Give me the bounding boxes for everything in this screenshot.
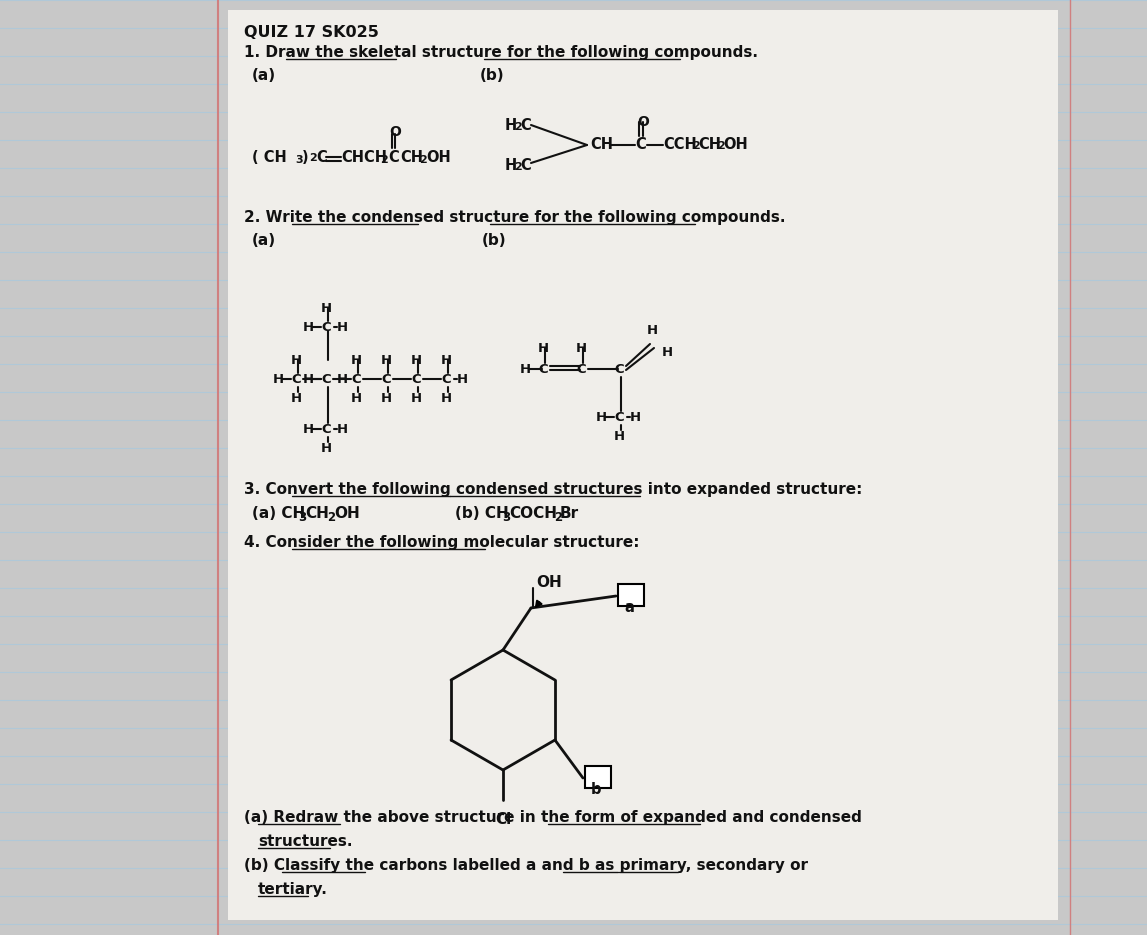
Text: ): ) (302, 150, 309, 165)
Text: H: H (321, 442, 333, 455)
Text: Br: Br (560, 506, 579, 521)
Text: O: O (637, 115, 649, 129)
Text: H: H (303, 423, 314, 436)
Text: tertiary.: tertiary. (258, 882, 328, 897)
Text: H: H (662, 346, 673, 359)
Text: H: H (505, 118, 517, 133)
Text: H: H (337, 423, 349, 436)
Text: 2: 2 (309, 153, 317, 163)
Text: (a): (a) (252, 233, 276, 248)
Text: H: H (303, 321, 314, 334)
Text: (a) CH: (a) CH (252, 506, 305, 521)
Text: COCH: COCH (509, 506, 557, 521)
Text: 3: 3 (502, 511, 510, 524)
Text: (b): (b) (479, 68, 505, 83)
Text: C: C (576, 363, 586, 376)
Text: H: H (505, 158, 517, 173)
Text: C: C (440, 373, 451, 386)
Text: H: H (351, 354, 362, 367)
Text: C: C (520, 158, 531, 173)
Text: H: H (351, 392, 362, 405)
Text: ( CH: ( CH (252, 150, 287, 165)
Text: C: C (388, 150, 399, 165)
Text: C: C (317, 150, 327, 165)
Text: 3: 3 (295, 155, 303, 165)
Text: H: H (440, 392, 452, 405)
Text: H: H (440, 354, 452, 367)
Text: 2: 2 (380, 155, 388, 165)
Text: CH: CH (699, 137, 721, 152)
Text: C: C (520, 118, 531, 133)
Text: C: C (614, 363, 624, 376)
Text: C: C (538, 363, 547, 376)
Text: H: H (303, 373, 314, 386)
Text: 2: 2 (717, 141, 725, 151)
Text: H: H (273, 373, 284, 386)
Text: CHCH: CHCH (341, 150, 387, 165)
Text: C: C (351, 373, 360, 386)
Text: 3: 3 (298, 511, 306, 524)
Text: H: H (647, 324, 658, 337)
Text: H: H (457, 373, 468, 386)
Text: a: a (624, 600, 634, 615)
Text: C: C (291, 373, 301, 386)
Text: C: C (381, 373, 391, 386)
Text: (b) Classify the carbons labelled a and b as primary, secondary or: (b) Classify the carbons labelled a and … (244, 858, 807, 873)
Text: H: H (381, 392, 392, 405)
Text: 3. Convert the following condensed structures into expanded structure:: 3. Convert the following condensed struc… (244, 482, 863, 497)
Text: C: C (321, 423, 330, 436)
Text: OH: OH (426, 150, 451, 165)
Text: 1. Draw the skeletal structure for the following compounds.: 1. Draw the skeletal structure for the f… (244, 45, 758, 60)
Text: CCH: CCH (663, 137, 696, 152)
Text: (b) CH: (b) CH (455, 506, 509, 521)
Text: C: C (614, 411, 624, 424)
Text: H: H (337, 321, 349, 334)
Text: H: H (576, 342, 587, 355)
Text: structures.: structures. (258, 834, 352, 849)
Text: C: C (321, 373, 330, 386)
Text: H: H (538, 342, 549, 355)
Text: b: b (591, 782, 601, 797)
FancyBboxPatch shape (585, 766, 611, 788)
Bar (228, 10, 1058, 920)
Text: CH: CH (400, 150, 423, 165)
Text: O: O (389, 125, 400, 139)
Text: H: H (596, 411, 607, 424)
Text: 2: 2 (419, 155, 427, 165)
Text: H: H (291, 392, 302, 405)
Text: OH: OH (723, 137, 748, 152)
Text: H: H (321, 302, 333, 315)
Text: 2: 2 (514, 122, 522, 132)
Text: Cl: Cl (496, 812, 512, 827)
Text: H: H (614, 430, 625, 443)
Text: C: C (635, 137, 646, 152)
Text: OH: OH (536, 575, 562, 590)
Text: H: H (411, 392, 422, 405)
Text: 2: 2 (327, 511, 335, 524)
Text: H: H (291, 354, 302, 367)
Text: 4. Consider the following molecular structure:: 4. Consider the following molecular stru… (244, 535, 640, 550)
FancyBboxPatch shape (618, 584, 643, 606)
Text: 2. Write the condensed structure for the following compounds.: 2. Write the condensed structure for the… (244, 210, 786, 225)
Text: H: H (520, 363, 531, 376)
Text: CH: CH (590, 137, 612, 152)
Text: C: C (411, 373, 421, 386)
Text: H: H (411, 354, 422, 367)
Text: H: H (381, 354, 392, 367)
Text: CH: CH (305, 506, 329, 521)
Text: 2: 2 (514, 162, 522, 172)
Text: (a) Redraw the above structure in the form of expanded and condensed: (a) Redraw the above structure in the fo… (244, 810, 861, 825)
Text: (b): (b) (482, 233, 507, 248)
Text: H: H (630, 411, 641, 424)
Text: H: H (337, 373, 349, 386)
Text: QUIZ 17 SK025: QUIZ 17 SK025 (244, 25, 379, 40)
Text: (a): (a) (252, 68, 276, 83)
Text: 2: 2 (554, 511, 562, 524)
Text: OH: OH (334, 506, 360, 521)
Text: C: C (321, 321, 330, 334)
Text: 2: 2 (692, 141, 700, 151)
